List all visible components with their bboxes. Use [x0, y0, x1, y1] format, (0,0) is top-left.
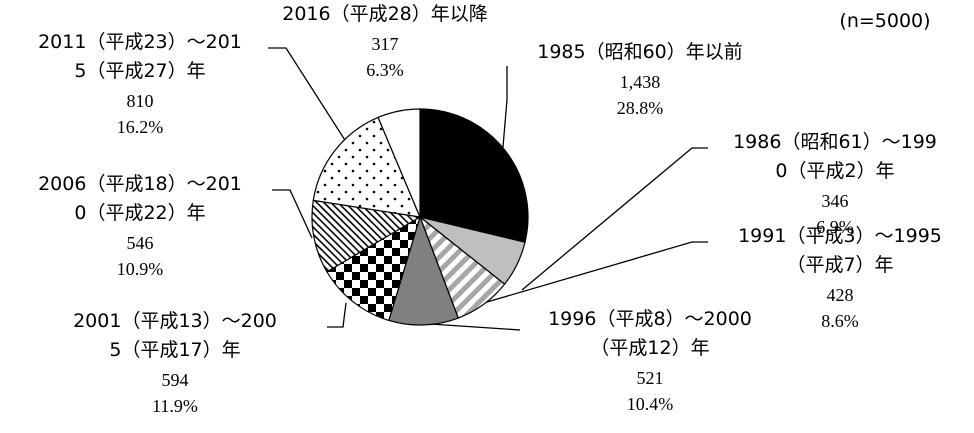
pie-slice — [311, 199, 422, 273]
value-label: 346 — [822, 191, 849, 211]
value-label: 810 — [127, 91, 154, 111]
percentage-label: 6.9% — [816, 217, 854, 237]
percentage-label: 10.4% — [627, 394, 674, 414]
slice-label: 2016（平成28）年以降 — [282, 3, 488, 25]
value-label: 594 — [162, 370, 189, 390]
value-label: 317 — [372, 34, 399, 54]
slice-label: 1996（平成8）～2000 （平成12）年 — [548, 308, 752, 359]
slice-label: 2006（平成18）～201 0（平成22）年 — [38, 173, 242, 224]
value-label: 521 — [637, 368, 664, 388]
percentage-label: 8.6% — [821, 311, 859, 331]
slice-label: 1985（昭和60）年以前 — [537, 41, 743, 63]
percentage-label: 28.8% — [617, 98, 664, 118]
leader-line — [327, 302, 347, 328]
note: (n=5000) — [839, 10, 930, 32]
value-label: 546 — [127, 233, 154, 253]
slice-label: 1991（平成3）～1995 （平成7）年 — [738, 225, 942, 276]
leader-line — [469, 241, 708, 308]
percentage-label: 16.2% — [117, 117, 164, 137]
leader-line — [268, 47, 351, 149]
pie-slice — [388, 215, 460, 326]
percentage-label: 10.9% — [117, 259, 164, 279]
percentage-label: 6.3% — [366, 60, 404, 80]
pie-slice — [377, 108, 421, 218]
leader-line — [272, 189, 313, 239]
value-label: 1,438 — [620, 72, 661, 92]
pie-slice — [326, 215, 422, 322]
pie-slice — [312, 116, 421, 218]
slice-label: 1986（昭和61）～199 0（平成2）年 — [733, 131, 937, 182]
pie-slice — [419, 108, 529, 244]
percentage-label: 11.9% — [152, 396, 198, 416]
value-label: 428 — [827, 285, 854, 305]
slice-label: 2001（平成13）～200 5（平成17）年 — [73, 310, 277, 361]
leader-line — [521, 147, 708, 291]
slice-label: 2011（平成23）～201 5（平成27）年 — [38, 31, 242, 82]
